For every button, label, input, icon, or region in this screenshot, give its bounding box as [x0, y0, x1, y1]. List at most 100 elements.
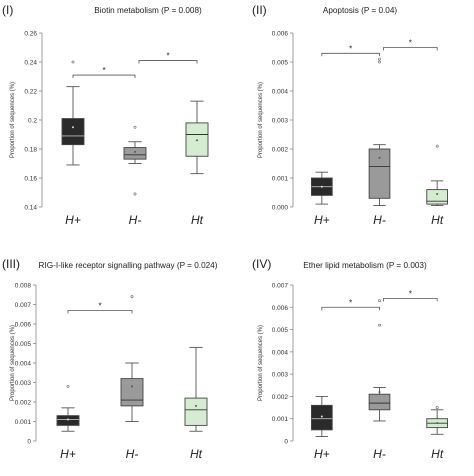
box-iqr — [426, 189, 448, 205]
y-tick-label: 0.008 — [15, 283, 32, 290]
y-tick-label: 0.2 — [28, 118, 37, 125]
x-category-label: Ht — [431, 447, 444, 461]
outlier-point — [378, 57, 381, 61]
x-category-label: H- — [126, 447, 139, 461]
x-category-label: Ht — [431, 213, 444, 227]
y-tick-label: 0.18 — [24, 147, 37, 154]
outlier-point — [435, 144, 439, 148]
x-category-label: H+ — [65, 213, 81, 227]
significance-star: * — [349, 298, 352, 307]
y-tick-label: 0.003 — [272, 118, 289, 125]
y-axis-title: Proportion of sequences (%) — [10, 82, 16, 158]
mean-marker — [134, 150, 136, 153]
mean-marker — [72, 126, 74, 129]
y-tick-label: 0.007 — [15, 302, 32, 309]
box-iqr — [184, 397, 208, 426]
y-tick-label: 0.003 — [272, 372, 289, 379]
outlier-point — [378, 60, 381, 64]
x-category-label: H- — [373, 213, 386, 227]
outlier-point — [130, 295, 134, 299]
significance-bracket — [67, 309, 133, 314]
outlier-point — [378, 323, 381, 327]
panel-title: Apoptosis (P = 0.04) — [323, 6, 398, 15]
x-category-label: Ht — [190, 447, 203, 461]
outlier-point — [133, 125, 137, 129]
y-tick-label: 0.004 — [272, 89, 289, 96]
y-tick-label: 0.001 — [272, 176, 289, 183]
box-H- — [368, 57, 391, 207]
significance-bracket — [321, 306, 380, 311]
mean-marker — [196, 139, 198, 142]
panel-label: (III) — [2, 257, 20, 271]
significance-star: * — [102, 66, 105, 75]
box-H+ — [311, 395, 333, 437]
box-iqr — [368, 148, 391, 199]
outlier-point — [435, 406, 439, 409]
panel-label: (I) — [2, 3, 13, 17]
y-tick-label: 0.002 — [272, 394, 289, 401]
y-axis-title: Proportion of sequences (%) — [10, 325, 16, 401]
y-axis-title: Proportion of sequences (%) — [258, 325, 264, 401]
outlier-point — [133, 192, 137, 196]
x-category-label: Ht — [191, 213, 204, 227]
mean-marker — [131, 385, 133, 388]
box-Ht — [185, 100, 209, 175]
significance-bracket — [321, 52, 380, 57]
y-tick-label: 0.14 — [24, 205, 37, 212]
mean-marker — [378, 390, 381, 393]
y-tick-label: 0.24 — [24, 60, 37, 67]
y-tick-label: 0.002 — [15, 400, 32, 407]
x-category-label: H- — [373, 447, 386, 461]
significance-bracket — [383, 47, 438, 51]
y-tick-label: 0.26 — [24, 31, 37, 38]
x-category-label: H+ — [314, 447, 330, 461]
x-category-label: H+ — [60, 447, 76, 461]
y-tick-label: 0.002 — [272, 147, 289, 154]
y-tick-label: 0.006 — [272, 305, 289, 312]
box-H- — [120, 295, 144, 422]
x-category-label: H- — [129, 213, 142, 227]
box-Ht — [426, 406, 448, 435]
y-tick-label: 0.005 — [15, 341, 32, 348]
significance-star: * — [409, 289, 412, 298]
box-Ht — [184, 346, 208, 432]
y-tick-label: 0.16 — [24, 176, 37, 183]
significance-star: * — [166, 52, 169, 61]
box-iqr — [368, 393, 391, 411]
outlier-point — [71, 60, 75, 64]
y-tick-label: 0.005 — [272, 327, 289, 334]
panel-4: (IV) Ether lipid metabolism (P = 0.003) 0 0… — [252, 257, 448, 461]
panel-title: Biotin metabolism (P = 0.008) — [94, 6, 202, 15]
box-iqr — [311, 404, 333, 431]
y-tick-label: 0.006 — [272, 31, 289, 38]
y-tick-label: 0.005 — [272, 60, 289, 67]
outlier-point — [378, 299, 381, 303]
significance-bracket — [383, 297, 438, 302]
box-iqr — [61, 118, 85, 146]
x-category-label: H+ — [314, 213, 330, 227]
mean-marker — [67, 418, 69, 421]
mean-marker — [320, 415, 323, 418]
box-H+ — [56, 384, 80, 432]
box-Ht — [426, 144, 448, 207]
significance-star: * — [349, 44, 352, 53]
panel-3: (III) RIG-I-like receptor signalling path… — [2, 257, 218, 461]
y-tick-label: 0 — [284, 439, 288, 446]
y-tick-label: 0 — [27, 439, 31, 446]
mean-marker — [436, 422, 439, 425]
significance-bracket — [72, 74, 136, 79]
y-axis-title: Proportion of sequences (%) — [258, 82, 264, 158]
box-H- — [123, 125, 147, 196]
box-H+ — [61, 60, 85, 166]
box-H- — [368, 299, 391, 422]
mean-marker — [378, 156, 381, 159]
significance-star: * — [409, 39, 412, 48]
box-H+ — [311, 171, 333, 205]
y-tick-label: 0.000 — [272, 205, 289, 212]
panel-label: (II) — [252, 3, 267, 17]
significance-star: * — [98, 301, 101, 310]
panel-2: (II) Apoptosis (P = 0.04) 0.000 0.001 0.002 0… — [252, 3, 448, 227]
y-tick-label: 0.003 — [15, 380, 32, 387]
panel-title: RIG-I-like receptor signalling pathway (… — [39, 261, 218, 270]
mean-marker — [320, 185, 323, 188]
